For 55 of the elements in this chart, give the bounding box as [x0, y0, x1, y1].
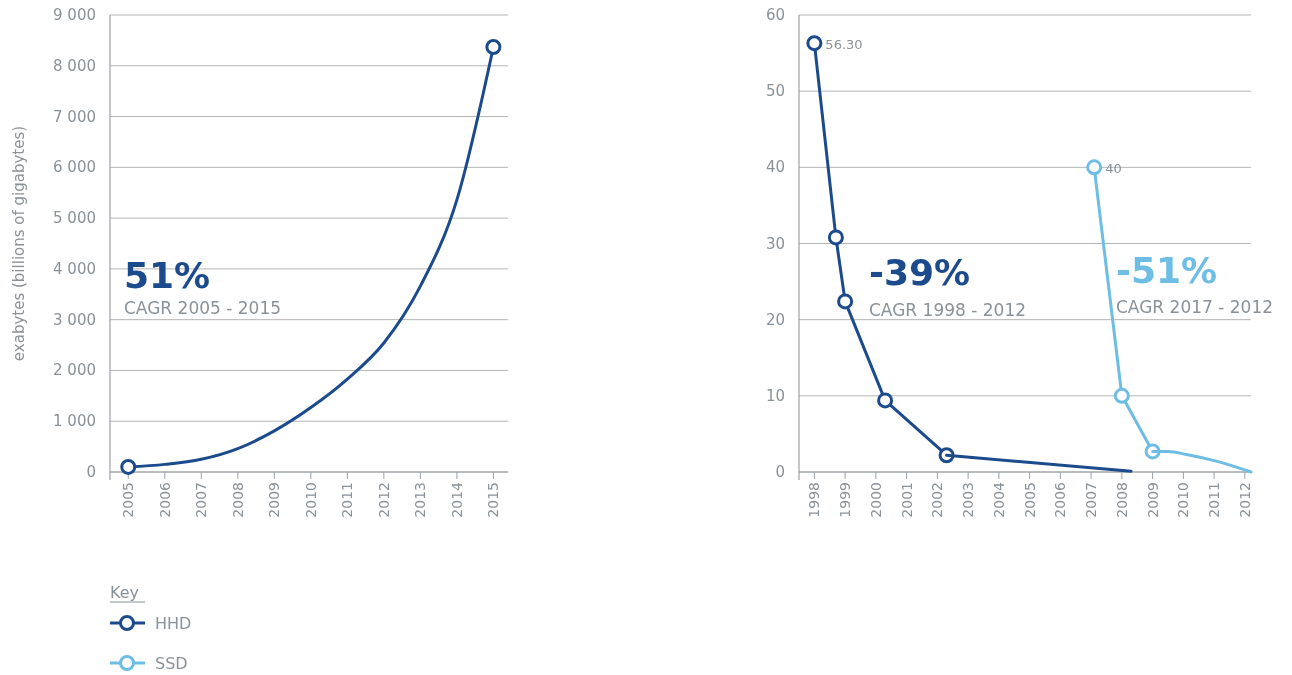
x-tick-label: 2012 — [1236, 482, 1253, 518]
y-axis-title: exabytes (billions of gigabytes) — [10, 125, 28, 362]
x-tick-label: 2006 — [1052, 481, 1069, 518]
y-tick-label: 40 — [765, 158, 785, 177]
x-tick-label: 2009 — [266, 482, 283, 518]
x-tick-label: 2004 — [990, 481, 1007, 518]
x-tick-label: 2008 — [1113, 482, 1130, 518]
annotation: CAGR 2017 - 2012 — [1116, 297, 1274, 317]
annotation: 51% — [124, 255, 211, 296]
annotation: CAGR 1998 - 2012 — [869, 300, 1027, 320]
y-tick-label: 10 — [765, 386, 785, 405]
x-tick-label: 2007 — [193, 482, 210, 518]
y-tick-label: 3 000 — [53, 310, 96, 329]
y-tick-label: 50 — [765, 82, 785, 101]
data-label: 56.30 — [825, 37, 863, 53]
annotation: CAGR 2005 - 2015 — [124, 298, 282, 318]
x-tick-label: 2011 — [339, 482, 356, 518]
y-tick-label: 2 000 — [53, 361, 96, 380]
x-tick-label: 2011 — [1206, 482, 1223, 518]
y-tick-label: 60 — [765, 6, 785, 24]
legend-label: HHD — [155, 614, 192, 633]
y-tick-label: 6 000 — [53, 158, 96, 177]
x-tick-label: 2010 — [1175, 482, 1192, 518]
y-tick-label: 1 000 — [53, 412, 96, 431]
x-tick-label: 1998 — [806, 482, 823, 518]
y-tick-label: 5 000 — [53, 209, 96, 228]
x-tick-label: 2008 — [229, 482, 246, 518]
y-tick-label: 30 — [765, 234, 785, 253]
annotation: -51% — [1116, 250, 1218, 291]
x-tick-label: 2003 — [960, 482, 977, 518]
x-tick-label: 2006 — [156, 481, 173, 518]
x-tick-label: 2015 — [485, 482, 502, 518]
x-tick-label: 2009 — [1144, 482, 1161, 518]
x-tick-label: 2005 — [1021, 482, 1038, 518]
x-tick-label: 2010 — [302, 482, 319, 518]
x-tick-label: 2000 — [867, 482, 884, 518]
x-tick-label: 1999 — [837, 482, 854, 518]
y-tick-label: 0 — [86, 463, 96, 481]
y-tick-label: 9 000 — [53, 6, 96, 24]
y-tick-label: 8 000 — [53, 56, 96, 75]
x-tick-label: 2005 — [120, 482, 137, 518]
data-label: 40 — [1105, 161, 1122, 177]
legend-label: SSD — [155, 654, 188, 673]
annotation: -39% — [869, 252, 971, 293]
legend-title: Key — [110, 583, 140, 602]
x-tick-label: 2013 — [412, 482, 429, 518]
x-tick-label: 2014 — [448, 481, 465, 518]
x-tick-label: 2001 — [898, 482, 915, 518]
y-tick-label: 4 000 — [53, 259, 96, 278]
y-tick-label: 20 — [765, 310, 785, 329]
x-tick-label: 2007 — [1083, 482, 1100, 518]
y-tick-label: 0 — [775, 463, 785, 481]
x-tick-label: 2012 — [375, 482, 392, 518]
x-tick-label: 2002 — [929, 482, 946, 518]
y-tick-label: 7 000 — [53, 107, 96, 126]
